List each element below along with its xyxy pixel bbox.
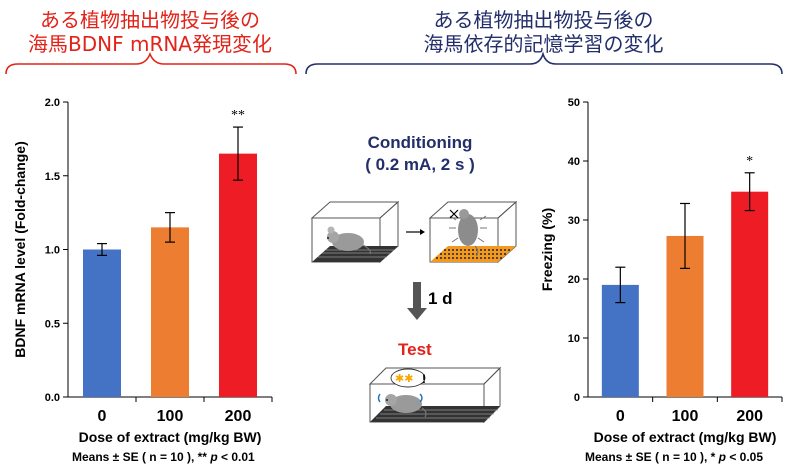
conditioning-params: ( 0.2 mA, 2 s ) [365, 155, 475, 174]
freezing-x-tick-label: 200 [736, 408, 763, 425]
freezing-x-tick-label: 0 [616, 408, 625, 425]
conditioning-title: Conditioning ( 0.2 mA, 2 s ) [330, 132, 510, 176]
bdnf-x-tick-label: 100 [157, 408, 184, 425]
bdnf-x-tick-label: 200 [225, 408, 252, 425]
svg-text:!: ! [422, 372, 426, 386]
freezing-bar-0 [601, 284, 639, 397]
freezing-bar-200 [731, 191, 769, 397]
conditioning-illustration [310, 200, 518, 264]
bdnf-y-axis-title: BDNF mRNA level (Fold-change) [12, 141, 28, 358]
bdnf-x-axis-title: Dose of extract (mg/kg BW) [79, 429, 262, 445]
left-heading: ある植物抽出物投与後の 海馬BDNF mRNA発現変化 [0, 8, 300, 56]
bdnf-y-tick-label: 1.0 [45, 245, 60, 257]
right-heading-line-1: ある植物抽出物投与後の [433, 8, 654, 32]
test-illustration: ✱✱ ! [368, 366, 502, 424]
freezing-y-tick-label: 50 [568, 97, 580, 109]
heading-brackets [5, 51, 783, 75]
bdnf-bar-0 [83, 249, 121, 397]
bdnf-bar-200 [219, 153, 257, 397]
left-bracket [5, 51, 297, 75]
freezing-x-axis-title: Dose of extract (mg/kg BW) [594, 429, 777, 445]
test-title: Test [398, 340, 432, 359]
bdnf-y-tick-label: 1.5 [45, 171, 60, 183]
freezing-y-tick-label: 10 [568, 333, 580, 345]
bdnf-y-tick-label: 2.0 [45, 97, 60, 109]
right-bracket [305, 51, 783, 75]
left-heading-line-1: ある植物抽出物投与後の [40, 8, 260, 32]
conditioning-chamber-2 [428, 200, 518, 264]
freezing-y-axis-title: Freezing (%) [539, 208, 555, 291]
conditioning-label: Conditioning [367, 133, 473, 152]
freezing-significance-marker: * [746, 154, 753, 169]
frozen-mouse-icon [377, 393, 427, 418]
sequence-arrow [406, 229, 425, 235]
left-footnote: Means ± SE ( n = 10 ), ** p < 0.01 [72, 450, 255, 464]
bdnf-y-tick-label: 0.5 [45, 318, 60, 330]
freezing-x-tick-label: 100 [672, 408, 699, 425]
bdnf-x-tick-label: 0 [98, 408, 107, 425]
freezing-y-tick-label: 0 [574, 392, 580, 404]
thought-bubble-icon: ✱✱ ! [390, 368, 426, 388]
delay-label: 1 d [428, 289, 453, 308]
bdnf-bar-100 [151, 227, 189, 397]
right-heading-line-2: 海馬依存的記憶学習の変化 [423, 32, 664, 56]
right-footnote: Means ± SE ( n = 10 ), * p < 0.05 [585, 450, 764, 464]
down-arrow-icon [407, 282, 427, 320]
bdnf-significance-marker: ** [231, 108, 245, 123]
freezing-y-tick-label: 40 [568, 156, 580, 168]
freezing-y-tick-label: 30 [568, 215, 580, 227]
conditioning-chamber-1 [310, 200, 400, 264]
right-heading: ある植物抽出物投与後の 海馬依存的記憶学習の変化 [300, 8, 787, 56]
bdnf-y-tick-label: 0.0 [45, 392, 60, 404]
startled-mouse-icon [449, 209, 487, 257]
svg-text:✱✱: ✱✱ [395, 372, 413, 385]
mouse-icon [327, 226, 371, 255]
freezing-y-tick-label: 20 [568, 274, 580, 286]
